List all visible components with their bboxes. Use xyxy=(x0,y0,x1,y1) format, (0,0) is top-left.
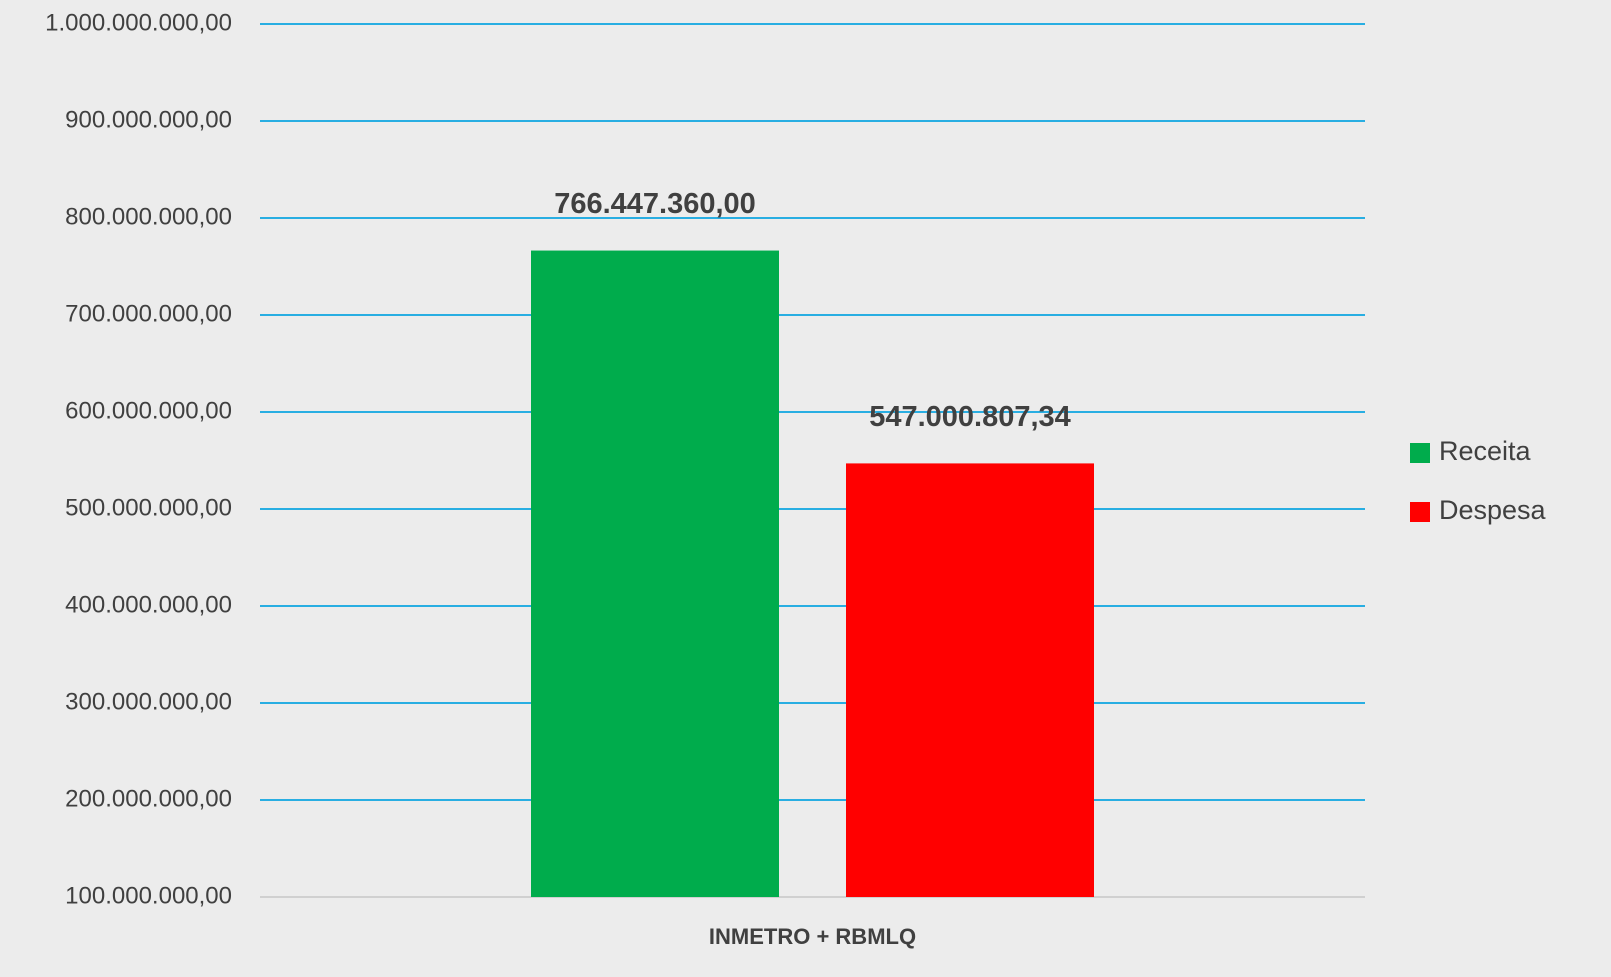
legend-swatch xyxy=(1410,443,1430,463)
y-tick-label: 100.000.000,00 xyxy=(65,882,232,909)
y-tick-label: 700.000.000,00 xyxy=(65,300,232,327)
legend-label: Receita xyxy=(1439,436,1532,466)
y-tick-label: 400.000.000,00 xyxy=(65,591,232,618)
x-tick-label: INMETRO + RBMLQ xyxy=(709,924,916,949)
y-tick-label: 300.000.000,00 xyxy=(65,688,232,715)
value-label: 766.447.360,00 xyxy=(554,188,756,220)
chart: 100.000.000,00 200.000.000,00 300.000.000,… xyxy=(0,0,1611,977)
y-tick-label: 600.000.000,00 xyxy=(65,397,232,424)
bar xyxy=(531,251,779,897)
y-tick-label: 1.000.000.000,00 xyxy=(45,9,232,36)
y-tick-label: 500.000.000,00 xyxy=(65,494,232,521)
bar xyxy=(846,463,1094,897)
y-tick-label: 800.000.000,00 xyxy=(65,203,232,230)
page: {"chart_data": {"type": "bar", "categori… xyxy=(0,0,1611,977)
y-tick-label: 900.000.000,00 xyxy=(65,106,232,133)
legend-label: Despesa xyxy=(1439,495,1547,525)
legend-swatch xyxy=(1410,502,1430,522)
value-label: 547.000.807,34 xyxy=(869,401,1071,433)
y-tick-label: 200.000.000,00 xyxy=(65,785,232,812)
